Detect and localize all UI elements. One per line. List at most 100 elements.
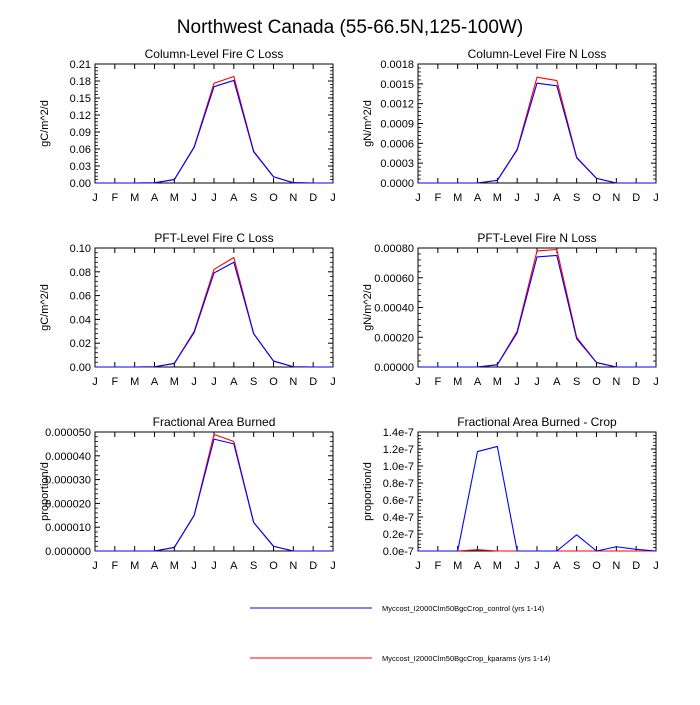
y-tick-label: 1.2e-7 xyxy=(383,444,414,456)
x-tick-label: F xyxy=(111,192,118,204)
x-tick-label: O xyxy=(269,192,278,204)
x-tick-label: J xyxy=(330,192,336,204)
x-tick-label: J xyxy=(211,376,217,388)
y-tick-label: 0.000000 xyxy=(45,546,91,558)
y-tick-label: 0.00080 xyxy=(374,243,414,255)
y-tick-label: 0.0e-7 xyxy=(383,546,414,558)
x-tick-label: A xyxy=(474,376,482,388)
y-tick-label: 0.000050 xyxy=(45,427,91,439)
x-tick-label: J xyxy=(653,376,659,388)
x-tick-label: A xyxy=(230,192,238,204)
series-line-control xyxy=(95,438,333,552)
x-tick-label: S xyxy=(573,192,580,204)
chart-pft-c: PFT-Level Fire C Loss gC/m^2/d 0.00 0.02 0.0… xyxy=(39,231,336,388)
x-tick-label: J xyxy=(534,192,540,204)
y-tick-label: 0.00040 xyxy=(374,303,414,315)
y-tick-label: 0.000040 xyxy=(45,451,91,463)
x-tick-label: O xyxy=(269,560,278,572)
x-tick-label: J xyxy=(653,192,659,204)
x-tick-label: M xyxy=(130,192,139,204)
x-tick-label: J xyxy=(534,376,540,388)
x-tick-label: A xyxy=(151,192,159,204)
series-line-control xyxy=(95,79,333,184)
x-tick-label: O xyxy=(592,560,601,572)
x-tick-label: O xyxy=(592,192,601,204)
x-tick-label: F xyxy=(434,192,441,204)
y-tick-label: 0.04 xyxy=(70,314,91,326)
x-tick-label: S xyxy=(573,560,580,572)
legend-label-kparams: Myccost_I2000Clm50BgcCrop_kparams (yrs 1… xyxy=(382,654,551,663)
y-tick-label: 0.000010 xyxy=(45,522,91,534)
y-tick-label: 0.02 xyxy=(70,338,91,350)
x-tick-label: N xyxy=(612,376,620,388)
y-tick-label: 0.00000 xyxy=(374,362,414,374)
x-tick-label: N xyxy=(289,376,297,388)
y-tick-label: 0.0015 xyxy=(380,79,414,91)
chart-pft-n: PFT-Level Fire N Loss gN/m^2/d 0.00000 0.00… xyxy=(362,231,659,388)
x-tick-label: A xyxy=(474,560,482,572)
x-tick-label: F xyxy=(434,376,441,388)
x-tick-label: S xyxy=(250,560,257,572)
y-tick-label: 0.08 xyxy=(70,267,91,279)
x-tick-label: J xyxy=(415,192,421,204)
y-tick-label: 0.18 xyxy=(70,76,91,88)
x-tick-label: A xyxy=(230,560,238,572)
chart-col-c: Column-Level Fire C Loss gC/m^2/d 0.00 0.03… xyxy=(39,47,336,204)
x-tick-label: J xyxy=(92,376,98,388)
x-tick-label: A xyxy=(553,376,561,388)
x-tick-label: J xyxy=(92,560,98,572)
chart-title: PFT-Level Fire N Loss xyxy=(477,231,596,245)
x-tick-label: J xyxy=(191,560,197,572)
x-tick-label: A xyxy=(553,560,561,572)
x-tick-label: J xyxy=(330,376,336,388)
legend-label-control: Myccost_I2000Clm50BgcCrop_control (yrs 1… xyxy=(382,604,545,613)
x-tick-label: F xyxy=(434,560,441,572)
y-tick-label: 0.000030 xyxy=(45,475,91,487)
y-tick-label: 1.0e-7 xyxy=(383,461,414,473)
x-tick-label: D xyxy=(632,376,640,388)
x-tick-label: M xyxy=(130,376,139,388)
x-tick-label: N xyxy=(289,192,297,204)
legend: Myccost_I2000Clm50BgcCrop_control (yrs 1… xyxy=(250,604,551,663)
x-tick-label: O xyxy=(592,376,601,388)
x-tick-label: J xyxy=(330,560,336,572)
x-tick-label: J xyxy=(415,560,421,572)
y-tick-label: 0.0000 xyxy=(380,178,414,190)
y-tick-label: 0.10 xyxy=(70,243,91,255)
y-tick-label: 1.4e-7 xyxy=(383,427,414,439)
x-tick-label: N xyxy=(612,192,620,204)
x-tick-label: J xyxy=(211,560,217,572)
y-axis-label: gN/m^2/d xyxy=(362,100,374,147)
y-tick-label: 0.000020 xyxy=(45,498,91,510)
x-tick-label: M xyxy=(453,560,462,572)
x-tick-label: J xyxy=(534,560,540,572)
chart-title: Column-Level Fire N Loss xyxy=(468,47,607,61)
y-tick-label: 0.00 xyxy=(70,178,91,190)
x-tick-label: M xyxy=(453,192,462,204)
panels: Column-Level Fire C Loss gC/m^2/d 0.00 0.03… xyxy=(39,47,659,572)
x-tick-label: J xyxy=(211,192,217,204)
y-tick-label: 0.0003 xyxy=(380,158,414,170)
y-tick-label: 0.00 xyxy=(70,362,91,374)
x-tick-label: D xyxy=(632,192,640,204)
y-axis-label: gC/m^2/d xyxy=(39,284,51,331)
x-tick-label: M xyxy=(130,560,139,572)
x-tick-label: J xyxy=(514,192,520,204)
x-tick-label: N xyxy=(612,560,620,572)
series-line-control xyxy=(95,261,333,368)
x-tick-label: S xyxy=(250,192,257,204)
x-tick-label: J xyxy=(653,560,659,572)
chart-area-crop: Fractional Area Burned - Crop proportion/… xyxy=(362,415,659,572)
y-tick-label: 0.06 xyxy=(70,291,91,303)
y-tick-label: 0.06 xyxy=(70,144,91,156)
y-axis-label: proportion/d xyxy=(362,462,374,521)
x-tick-label: J xyxy=(415,376,421,388)
x-tick-label: M xyxy=(453,376,462,388)
x-tick-label: D xyxy=(309,376,317,388)
y-tick-label: 0.0009 xyxy=(380,119,414,131)
x-tick-label: D xyxy=(309,192,317,204)
y-tick-label: 0.2e-7 xyxy=(383,529,414,541)
